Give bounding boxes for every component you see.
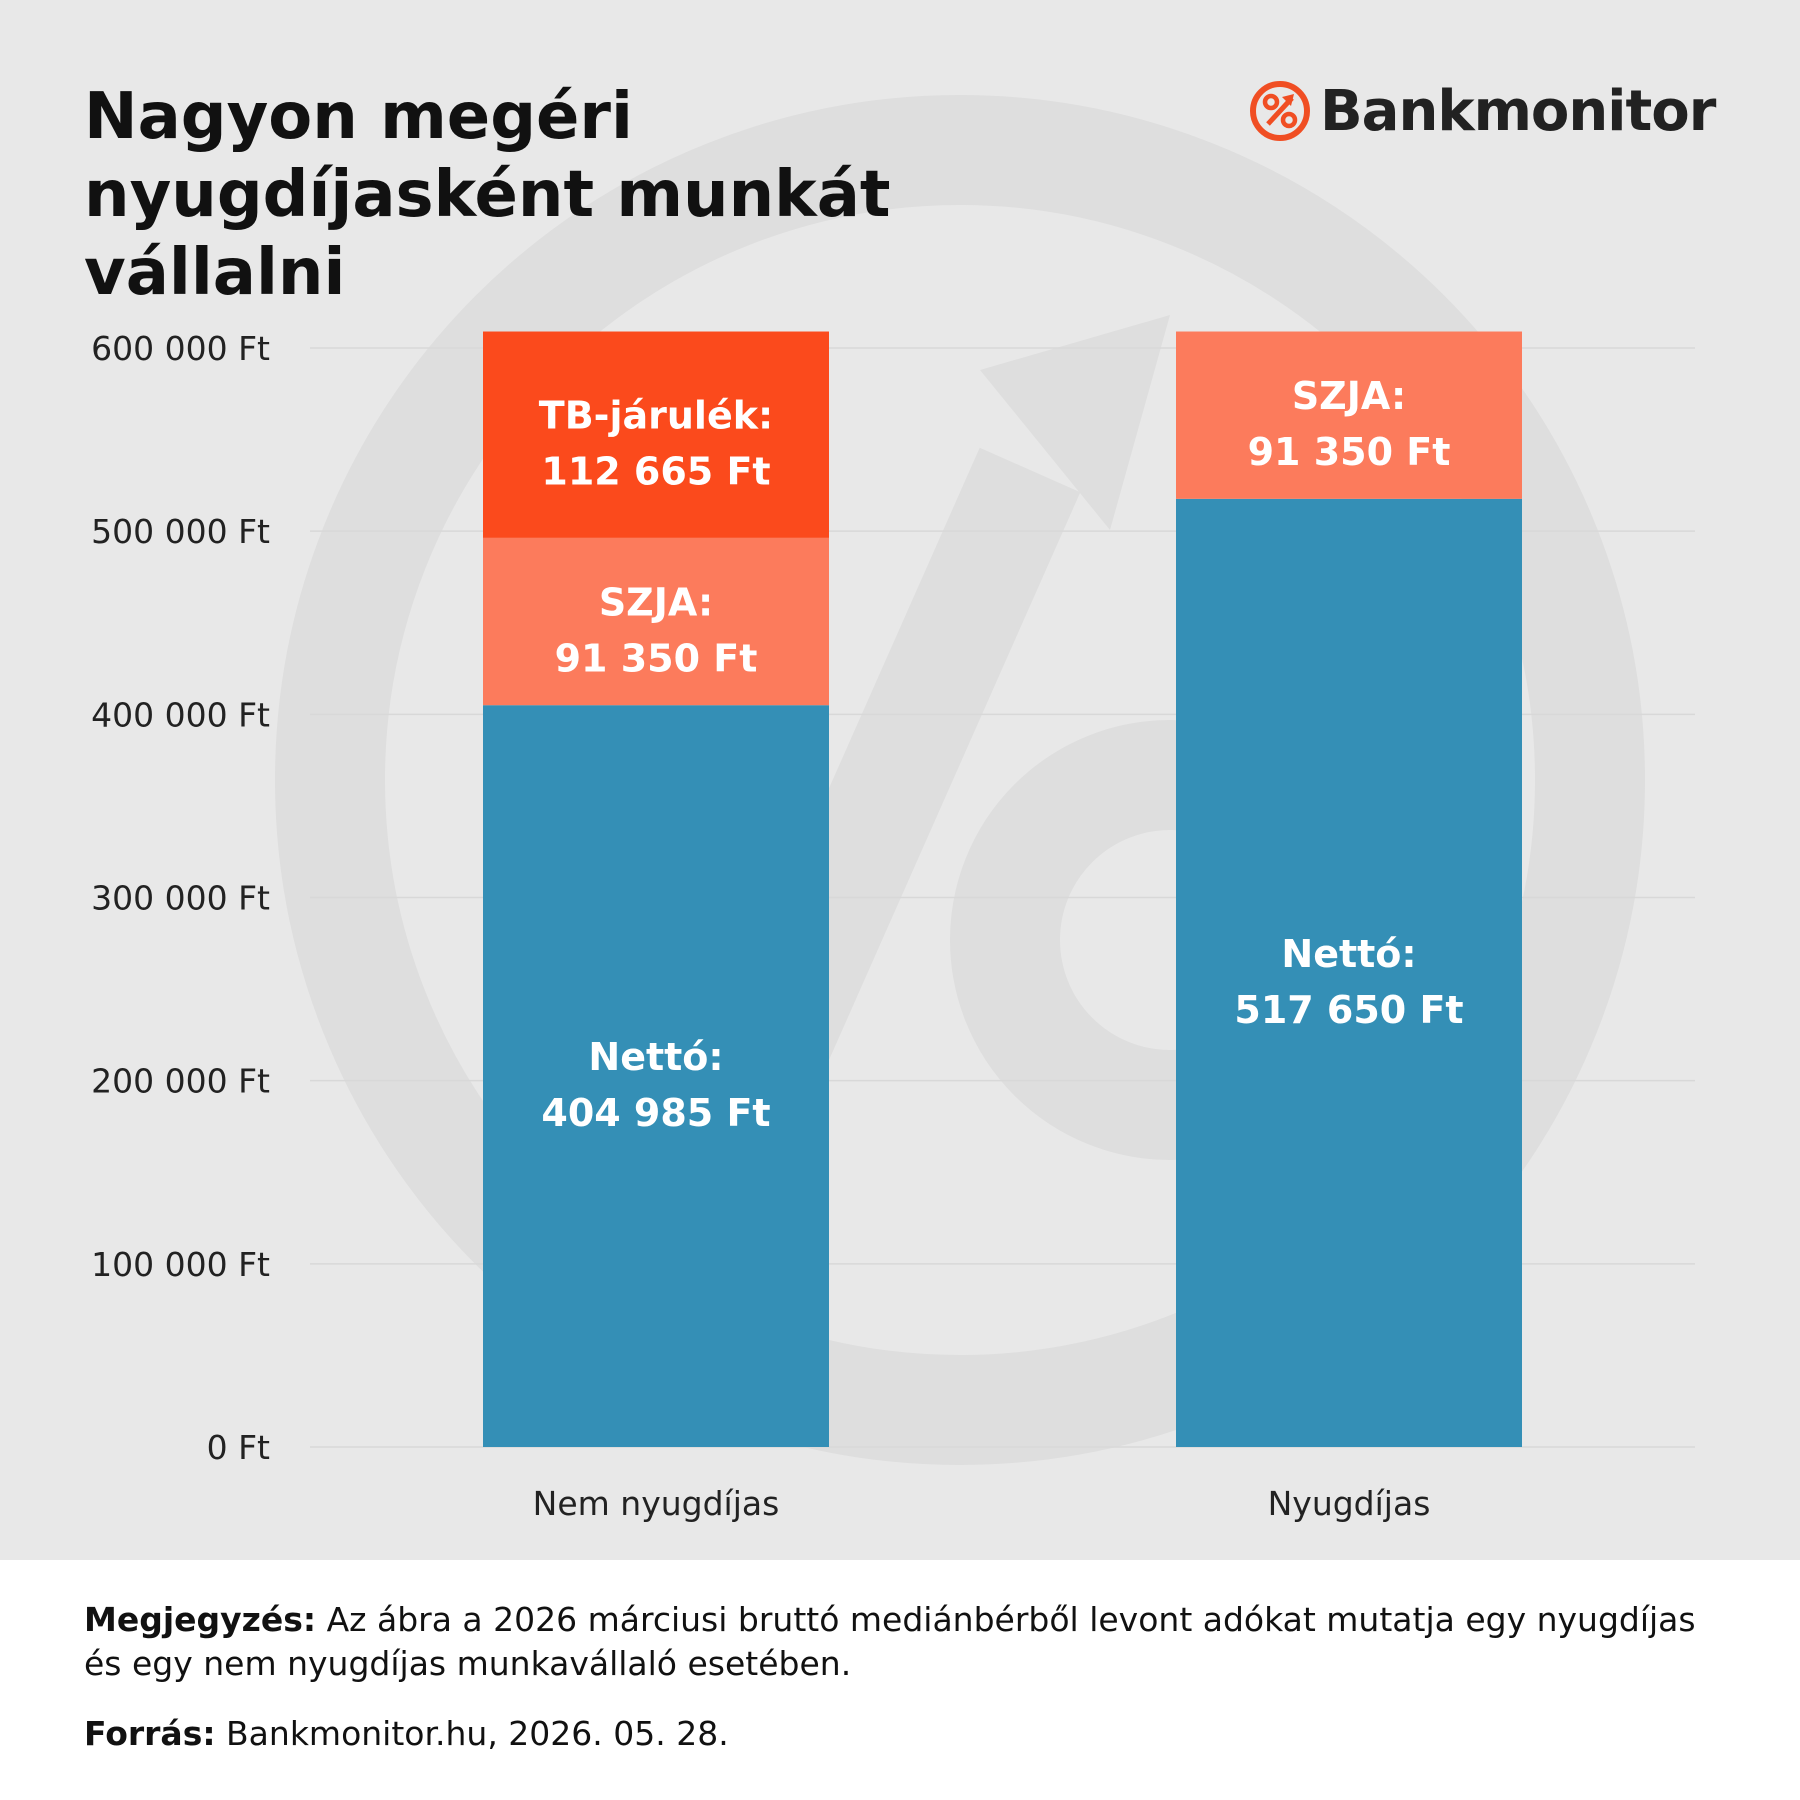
segment-label: Nettó: bbox=[1281, 932, 1416, 976]
segment-value-label: 517 650 Ft bbox=[1234, 988, 1463, 1032]
y-tick-label: 100 000 Ft bbox=[91, 1245, 270, 1284]
percent-icon bbox=[1250, 81, 1310, 141]
bar-labels: Nettó: 404 985 Ft SZJA: 91 350 Ft TB-járulék… bbox=[539, 374, 1464, 1135]
segment-value-label: 91 350 Ft bbox=[555, 637, 758, 681]
chart-title: Nagyon megéri nyugdíjasként munkát válla… bbox=[84, 80, 891, 310]
bar-segment-netto bbox=[483, 705, 829, 1447]
source-line: Forrás: Bankmonitor.hu, 2026. 05. 28. bbox=[84, 1712, 1724, 1756]
x-axis: Nem nyugdíjas Nyugdíjas bbox=[533, 1484, 1431, 1523]
segment-label: TB-járulék: bbox=[539, 394, 773, 438]
bar-segment-szja bbox=[1176, 331, 1522, 499]
note-text: Az ábra a 2026 márciusi bruttó mediánbér… bbox=[84, 1600, 1696, 1683]
segment-label: SZJA: bbox=[1292, 374, 1406, 418]
logo-text: Bankmonitor bbox=[1320, 78, 1716, 144]
y-tick-label: 300 000 Ft bbox=[91, 879, 270, 918]
note-line: Megjegyzés: Az ábra a 2026 márciusi brut… bbox=[84, 1598, 1724, 1686]
y-tick-label: 500 000 Ft bbox=[91, 512, 270, 551]
x-tick-label: Nem nyugdíjas bbox=[533, 1484, 780, 1523]
chart-panel: Nagyon megéri nyugdíjasként munkát válla… bbox=[0, 0, 1800, 1560]
bar-segment-netto bbox=[1176, 498, 1522, 1447]
segment-label: Nettó: bbox=[588, 1035, 723, 1079]
y-axis: 0 Ft 100 000 Ft 200 000 Ft 300 000 Ft 400 00… bbox=[91, 329, 270, 1467]
bankmonitor-logo: Bankmonitor bbox=[1248, 74, 1716, 148]
bar-chart: 0 Ft 100 000 Ft 200 000 Ft 300 000 Ft 400 00… bbox=[91, 329, 1695, 1523]
y-tick-label: 200 000 Ft bbox=[91, 1062, 270, 1101]
source-text: Bankmonitor.hu, 2026. 05. 28. bbox=[215, 1714, 729, 1753]
x-tick-label: Nyugdíjas bbox=[1268, 1484, 1431, 1523]
segment-value-label: 404 985 Ft bbox=[541, 1091, 770, 1135]
segment-label: SZJA: bbox=[599, 581, 713, 625]
footnotes: Megjegyzés: Az ábra a 2026 márciusi brut… bbox=[84, 1598, 1724, 1756]
source-label: Forrás: bbox=[84, 1714, 216, 1753]
y-tick-label: 400 000 Ft bbox=[91, 695, 270, 734]
bars bbox=[483, 331, 1522, 1447]
segment-value-label: 91 350 Ft bbox=[1248, 430, 1451, 474]
y-tick-label: 600 000 Ft bbox=[91, 329, 270, 368]
y-tick-label: 0 Ft bbox=[207, 1428, 270, 1467]
note-label: Megjegyzés: bbox=[84, 1600, 317, 1639]
bar-segment-tb bbox=[483, 331, 829, 538]
bar-segment-szja bbox=[483, 537, 829, 706]
segment-value-label: 112 665 Ft bbox=[541, 450, 770, 494]
